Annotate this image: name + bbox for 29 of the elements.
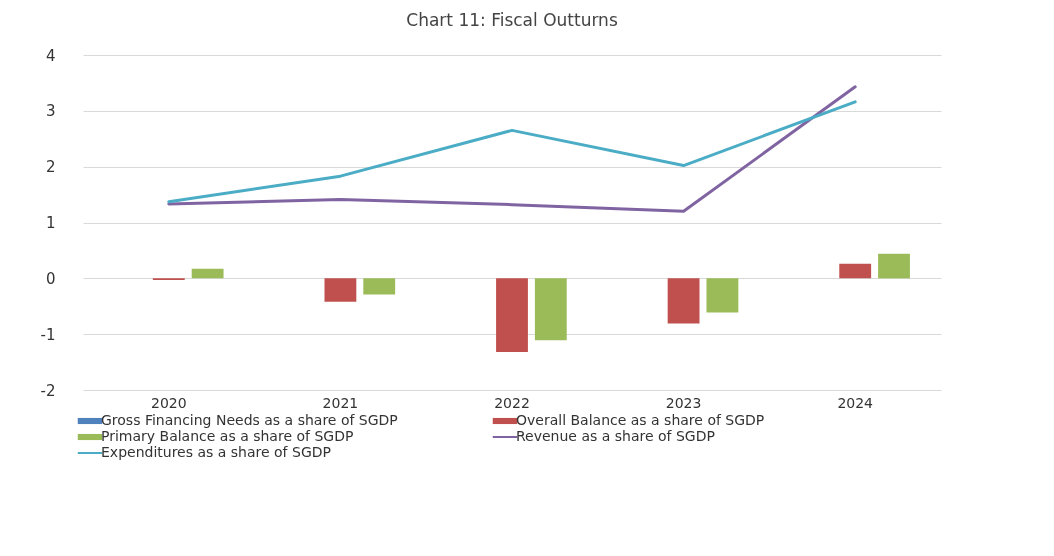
- legend-label: Expenditures as a share of SGDP: [101, 444, 331, 460]
- bar: [878, 253, 910, 279]
- bar: [667, 278, 700, 324]
- chart-title: Chart 11: Fiscal Outturns: [406, 10, 618, 30]
- legend-label: Overall Balance as a share of SGDP: [516, 412, 765, 428]
- x-tick-label: 2024: [837, 394, 874, 411]
- x-tick-label: 2020: [150, 394, 187, 411]
- y-tick-label: -2: [40, 381, 56, 400]
- line-series: [167, 85, 857, 213]
- line-series: [167, 100, 857, 204]
- x-tick-label: 2022: [494, 394, 530, 411]
- y-tick-label: 0: [45, 269, 56, 288]
- legend-label: Primary Balance as a share of SGDP: [101, 428, 354, 444]
- bar: [363, 278, 396, 295]
- bar: [706, 278, 739, 313]
- y-tick-label: 1: [45, 214, 56, 232]
- bar: [496, 278, 528, 353]
- legend-label: Revenue as a share of SGDP: [516, 428, 715, 444]
- bar: [191, 268, 224, 279]
- bar: [534, 278, 567, 341]
- y-tick-label: -1: [40, 325, 56, 344]
- legend-label: Gross Financing Needs as a share of SGDP: [101, 412, 398, 428]
- y-tick-label: 4: [45, 46, 56, 65]
- bar: [839, 263, 872, 279]
- x-tick-label: 2023: [665, 394, 702, 411]
- bar: [324, 278, 357, 302]
- y-tick-label: 2: [45, 158, 56, 177]
- y-tick-label: 3: [45, 102, 56, 121]
- x-tick-label: 2021: [322, 394, 359, 411]
